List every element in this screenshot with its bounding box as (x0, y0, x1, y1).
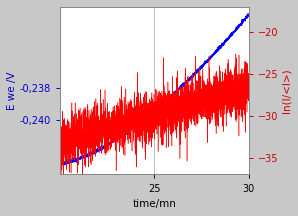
Y-axis label: ln(I/<I>): ln(I/<I>) (281, 68, 291, 113)
Y-axis label: E we /V: E we /V (7, 71, 17, 110)
X-axis label: time/mn: time/mn (132, 199, 176, 209)
